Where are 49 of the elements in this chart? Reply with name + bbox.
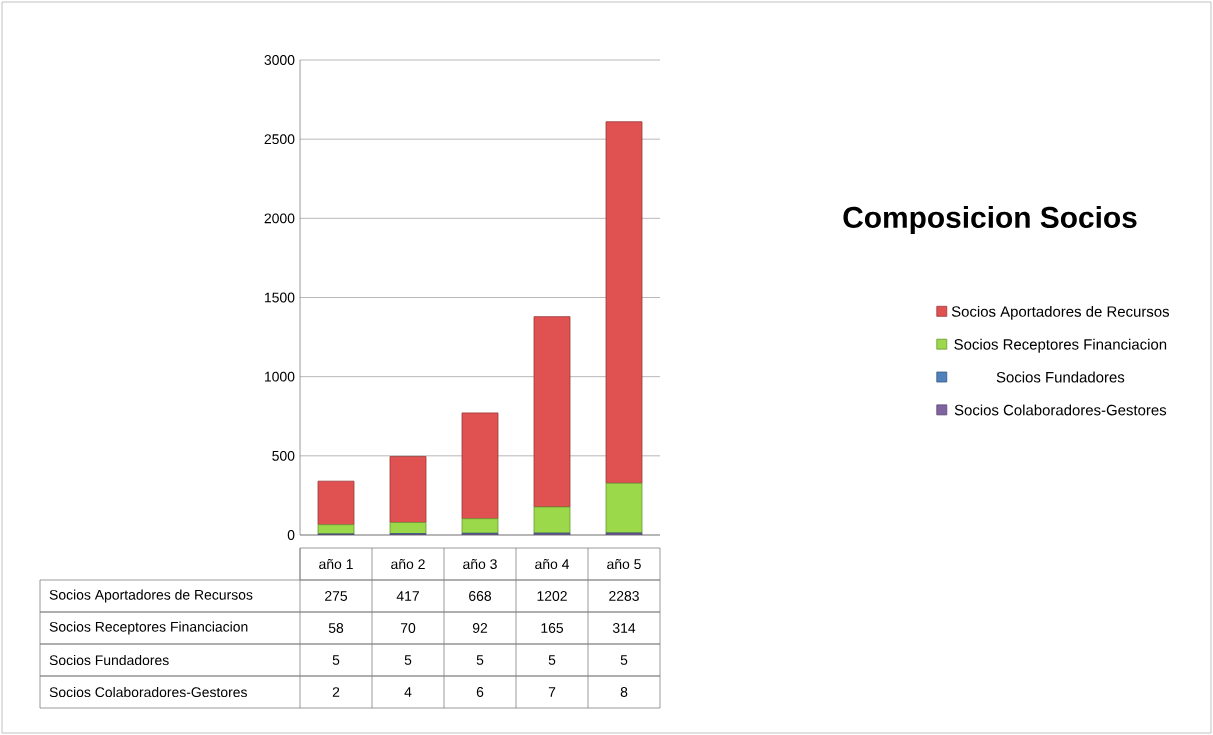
data-label: 6 (476, 687, 484, 697)
text: Socios Receptores Financiacion (49, 621, 248, 635)
x-tick-label: año 2 (391, 558, 425, 570)
data-label: 5 (548, 655, 556, 665)
data-label: 314 (612, 623, 636, 633)
text: Socios Fundadores (49, 654, 169, 666)
data-label: 92 (472, 623, 488, 633)
x-tick-label: año 4 (535, 558, 570, 570)
text: Socios Fundadores (996, 371, 1125, 383)
data-label: 5 (332, 655, 340, 665)
y-tick-label: 500 (272, 450, 295, 461)
bar (461, 518, 499, 534)
y-tick-label: 0 (287, 530, 295, 540)
y-tick-label: 1500 (265, 292, 295, 303)
data-label: 275 (325, 591, 348, 601)
data-label: 5 (404, 655, 412, 665)
bar (533, 506, 571, 534)
legend-label: Socios Receptores Financiacion (954, 338, 1167, 353)
data-label: 7 (548, 687, 556, 697)
data-label: 8 (620, 687, 628, 697)
y-tick-label: 2500 (264, 134, 295, 145)
data-label: 58 (328, 623, 344, 633)
data-label: 4 (404, 687, 412, 697)
y-tick-label: 1000 (265, 371, 295, 382)
data-label: 2283 (609, 591, 639, 601)
data-label: 5 (476, 655, 484, 665)
text: Socios Aportadores de Recursos (49, 589, 253, 603)
y-tick-label: 3000 (264, 55, 295, 65)
bar (461, 412, 499, 520)
data-label: 165 (541, 623, 564, 633)
data-label: 70 (400, 623, 416, 633)
y-tick-label: 2000 (264, 213, 295, 224)
data-label: 668 (469, 591, 492, 601)
bar (605, 482, 643, 534)
x-tick-label: año 1 (319, 558, 353, 570)
data-label: 1202 (537, 591, 567, 601)
text: Socios Colaboradores-Gestores (49, 686, 247, 698)
x-tick-label: año 3 (463, 558, 497, 570)
data-label: 417 (396, 591, 419, 601)
bar (389, 456, 427, 523)
data-label: 5 (620, 655, 628, 665)
legend-label: Socios Colaboradores-Gestores (954, 404, 1167, 416)
data-label: 2 (332, 687, 340, 697)
bar (605, 121, 643, 484)
x-tick-label: año 5 (607, 558, 641, 570)
bar (533, 316, 571, 508)
bar (317, 480, 355, 526)
text: Composicion Socios (843, 206, 1137, 234)
legend-label: Socios Aportadores de Recursos (951, 305, 1170, 320)
